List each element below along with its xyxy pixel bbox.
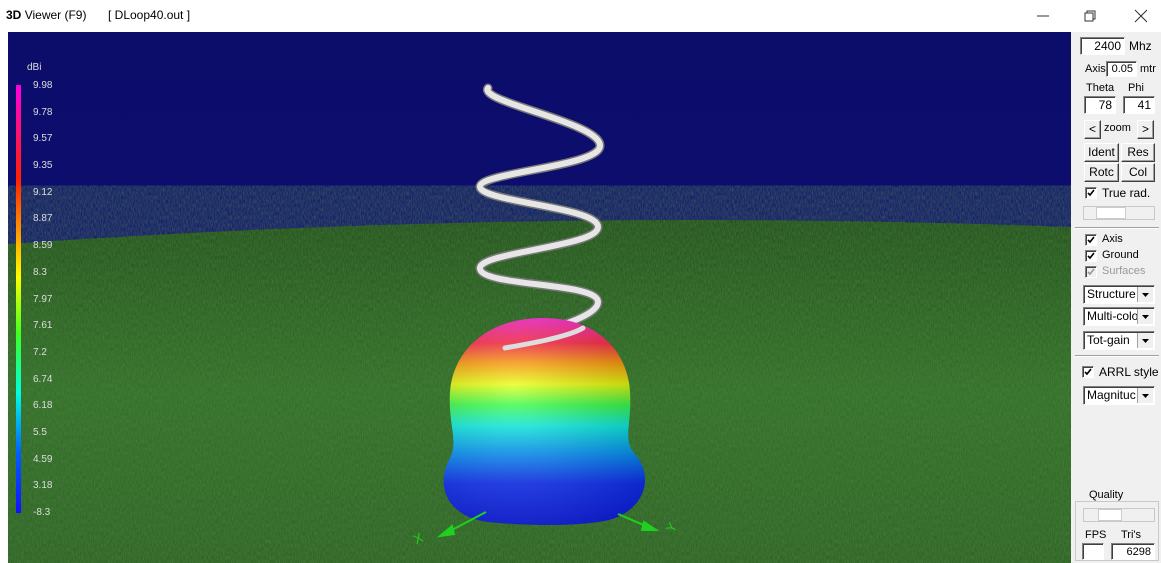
select-value: Multi-colo (1087, 309, 1138, 323)
tris-value: 6298 (1111, 543, 1155, 560)
legend-label: 7.97 (33, 294, 52, 305)
magnitude-select[interactable]: Magnituc (1083, 386, 1155, 405)
col-button[interactable]: Col (1121, 163, 1155, 182)
legend-label: 9.57 (33, 133, 52, 144)
file-name: [ DLoop40.out ] (108, 8, 190, 22)
restore[interactable] (1085, 11, 1095, 21)
surfaces-checkbox (1085, 266, 1097, 278)
legend-label: 9.98 (33, 80, 52, 91)
separator (1075, 227, 1159, 229)
legend-label: 9.78 (33, 107, 52, 118)
viewport[interactable] (8, 32, 1071, 563)
legend-label: 8.59 (33, 240, 52, 251)
axis-input[interactable]: 0.05 (1106, 61, 1137, 77)
res-button[interactable]: Res (1121, 143, 1155, 162)
legend-label: 5.5 (33, 427, 47, 438)
fps-label: FPS (1085, 529, 1106, 541)
frequency-input[interactable]: 2400 (1080, 37, 1125, 55)
title-bold: 3D (6, 8, 21, 22)
phi-input[interactable]: 41 (1123, 96, 1155, 114)
arrl-checkbox[interactable] (1082, 366, 1094, 378)
zoom-label: zoom (1104, 122, 1131, 134)
tris-label: Tri's (1121, 529, 1141, 541)
true-rad-checkbox[interactable] (1085, 187, 1097, 199)
structure-select[interactable]: Structure (1083, 285, 1155, 304)
quality-slider[interactable] (1083, 508, 1155, 522)
legend-label: 9.35 (33, 160, 52, 171)
color-legend (16, 85, 21, 513)
legend-label: 4.59 (33, 454, 52, 465)
axis-checkbox[interactable] (1085, 234, 1097, 246)
legend-label: 9.12 (33, 187, 52, 198)
select-value: Magnituc (1087, 388, 1136, 402)
axis-unit: mtr (1140, 63, 1156, 75)
separator (1075, 355, 1159, 357)
window-title: 3D Viewer (F9) (6, 8, 86, 22)
legend-label: 7.2 (33, 347, 47, 358)
ident-button[interactable]: Ident (1084, 143, 1119, 162)
axis-label: Axis (1085, 63, 1106, 75)
legend-label: 3.18 (33, 480, 52, 491)
ground-checkbox[interactable] (1085, 250, 1097, 262)
axis-check-label: Axis (1102, 233, 1123, 245)
legend-label: 6.18 (33, 400, 52, 411)
zoom-out-button[interactable]: < (1084, 120, 1101, 139)
color-mode-select[interactable]: Multi-colo (1083, 307, 1155, 326)
control-panel: 2400 Mhz Axis 0.05 mtr Theta Phi 78 41 <… (1071, 32, 1161, 563)
rad-slider[interactable] (1083, 206, 1155, 220)
legend-label: 8.87 (33, 213, 52, 224)
zoom-in-button[interactable]: > (1137, 120, 1154, 139)
window-controls[interactable] (1030, 6, 1160, 26)
app-window: 3D Viewer (F9) [ DLoop40.out ] X Y (0, 0, 1161, 563)
select-value: Structure (1087, 287, 1136, 301)
color-bar (16, 85, 21, 513)
legend-unit: dBi (27, 62, 41, 73)
legend-label: -8.3 (33, 507, 50, 518)
true-rad-label: True rad. (1102, 186, 1150, 200)
select-value: Tot-gain (1087, 333, 1130, 347)
rotc-button[interactable]: Rotc (1084, 163, 1119, 182)
phi-label: Phi (1128, 82, 1144, 94)
surfaces-check-label: Surfaces (1102, 265, 1145, 277)
legend-label: 6.74 (33, 374, 52, 385)
fps-value (1082, 543, 1104, 560)
close[interactable] (1135, 10, 1147, 22)
legend-label: 7.61 (33, 320, 52, 331)
quality-label: Quality (1087, 489, 1125, 501)
ground-check-label: Ground (1102, 249, 1139, 261)
title-text: Viewer (F9) (25, 8, 87, 22)
gain-select[interactable]: Tot-gain (1083, 331, 1155, 350)
arrl-label: ARRL style (1099, 365, 1159, 379)
theta-input[interactable]: 78 (1084, 96, 1116, 114)
legend-label: 8.3 (33, 267, 47, 278)
theta-label: Theta (1086, 82, 1114, 94)
frequency-unit: Mhz (1129, 39, 1152, 53)
